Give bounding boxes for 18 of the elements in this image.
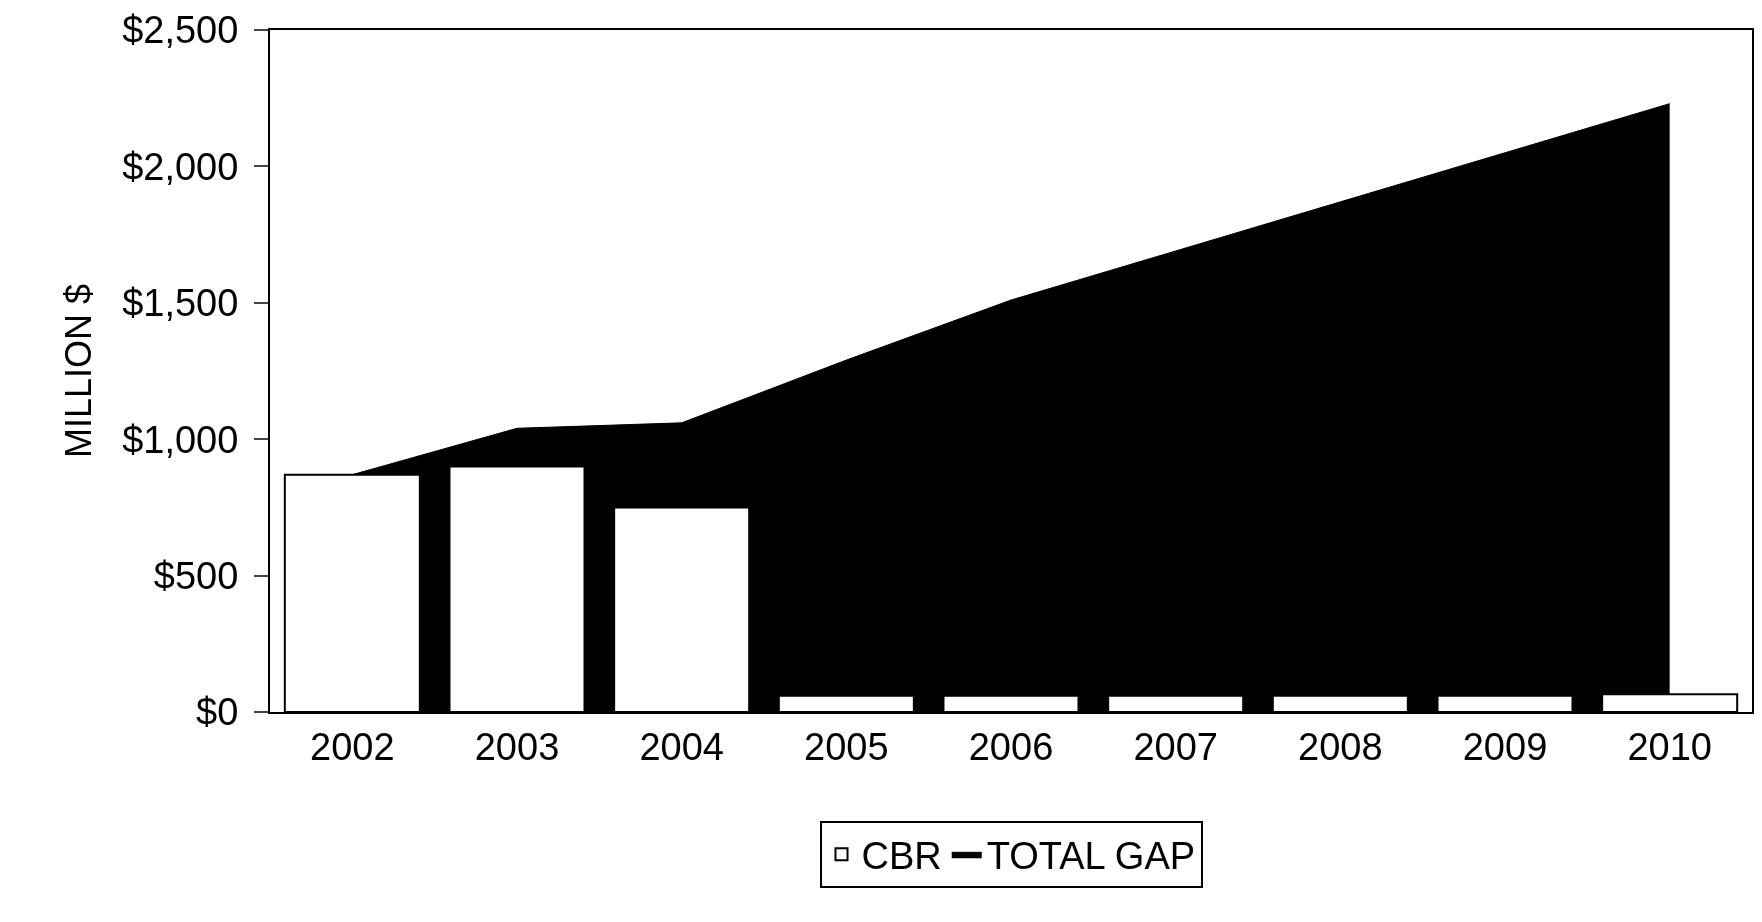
y-tick-label: $1,000 bbox=[122, 418, 239, 461]
legend-label: TOTAL GAP bbox=[986, 835, 1196, 878]
x-tick-label: 2007 bbox=[1133, 725, 1218, 768]
x-tick-label: 2005 bbox=[804, 725, 889, 768]
x-tick-label: 2008 bbox=[1298, 725, 1383, 768]
x-tick-label: 2002 bbox=[310, 725, 395, 768]
legend-label: CBR bbox=[861, 835, 942, 878]
y-tick-label: $1,500 bbox=[122, 282, 239, 325]
y-tick-label: $0 bbox=[196, 691, 239, 734]
x-tick-label: 2010 bbox=[1627, 725, 1712, 768]
y-tick-label: $2,500 bbox=[122, 9, 239, 52]
x-tick-label: 2004 bbox=[639, 725, 724, 768]
y-axis-title: MILLION $ bbox=[57, 283, 99, 459]
y-tick-label: $500 bbox=[153, 554, 239, 597]
y-tick-label: $2,000 bbox=[122, 145, 239, 188]
x-tick-label: 2006 bbox=[968, 725, 1054, 768]
x-tick-label: 2003 bbox=[474, 725, 560, 768]
x-tick-label: 2009 bbox=[1462, 725, 1548, 768]
